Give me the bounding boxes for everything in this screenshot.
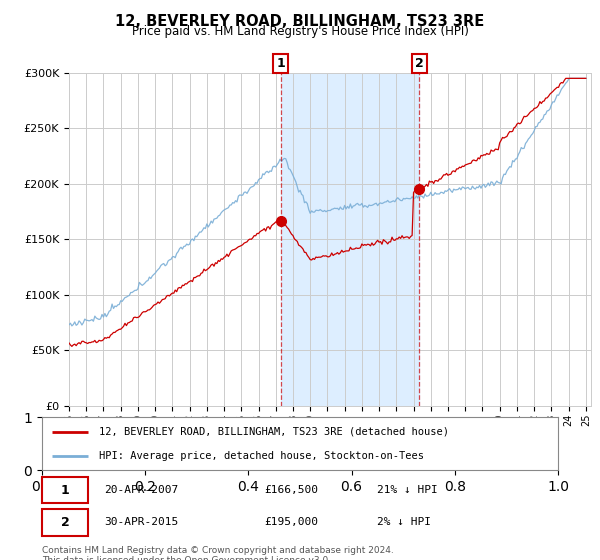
- Text: Price paid vs. HM Land Registry's House Price Index (HPI): Price paid vs. HM Land Registry's House …: [131, 25, 469, 38]
- Text: 1: 1: [277, 57, 285, 70]
- FancyBboxPatch shape: [42, 477, 88, 503]
- FancyBboxPatch shape: [42, 509, 88, 536]
- Text: 1: 1: [61, 483, 70, 497]
- Text: 21% ↓ HPI: 21% ↓ HPI: [377, 485, 438, 495]
- Text: 2: 2: [415, 57, 424, 70]
- Text: 12, BEVERLEY ROAD, BILLINGHAM, TS23 3RE (detached house): 12, BEVERLEY ROAD, BILLINGHAM, TS23 3RE …: [99, 427, 449, 437]
- Text: £195,000: £195,000: [264, 517, 318, 528]
- Bar: [281, 73, 419, 406]
- Text: 2: 2: [61, 516, 70, 529]
- Text: 12, BEVERLEY ROAD, BILLINGHAM, TS23 3RE: 12, BEVERLEY ROAD, BILLINGHAM, TS23 3RE: [115, 14, 485, 29]
- Text: 2% ↓ HPI: 2% ↓ HPI: [377, 517, 431, 528]
- Text: HPI: Average price, detached house, Stockton-on-Tees: HPI: Average price, detached house, Stoc…: [99, 451, 424, 461]
- Text: £166,500: £166,500: [264, 485, 318, 495]
- Text: 30-APR-2015: 30-APR-2015: [104, 517, 178, 528]
- Text: Contains HM Land Registry data © Crown copyright and database right 2024.
This d: Contains HM Land Registry data © Crown c…: [42, 546, 394, 560]
- Text: 20-APR-2007: 20-APR-2007: [104, 485, 178, 495]
